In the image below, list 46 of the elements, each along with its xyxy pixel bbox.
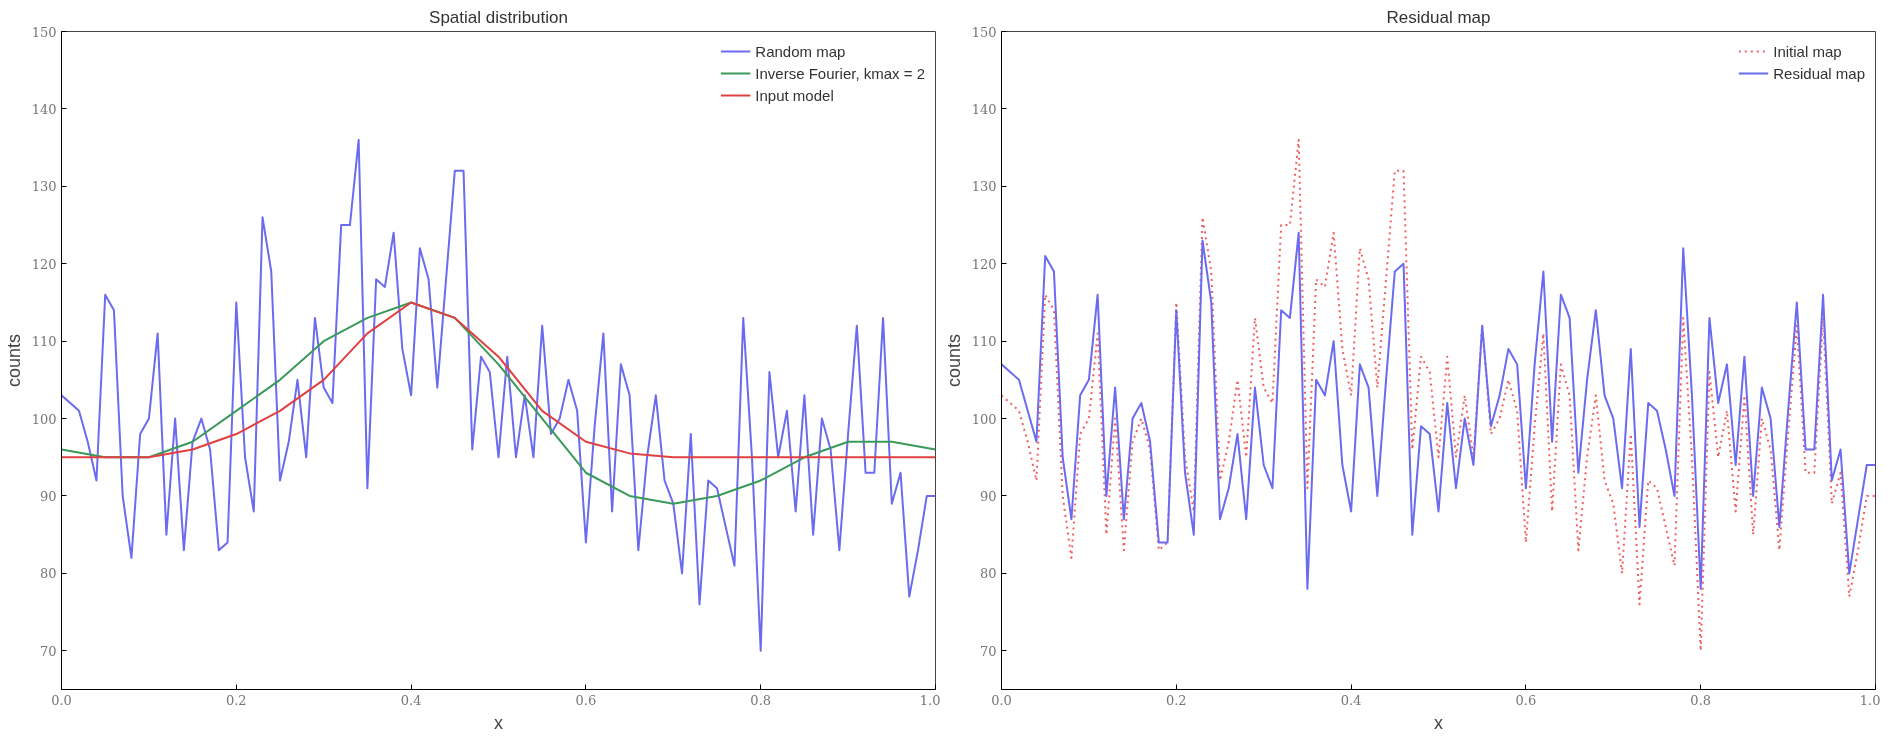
y-tick-label: 110 xyxy=(31,334,57,350)
chart-title: Residual map xyxy=(1386,7,1491,27)
x-tick-label: 0.8 xyxy=(1690,692,1712,708)
x-tick-label: 1.0 xyxy=(1859,692,1881,708)
x-tick-label: 0.2 xyxy=(1165,692,1187,708)
y-axis-title: counts xyxy=(3,333,24,388)
legend-label: Input model xyxy=(755,86,834,104)
y-tick-label: 140 xyxy=(31,101,57,117)
y-tick-label: 130 xyxy=(31,179,57,195)
y-tick-label: 130 xyxy=(971,179,997,195)
line-series xyxy=(61,301,936,505)
legend-label: Inverse Fourier, kmax = 2 xyxy=(755,64,925,82)
line-series xyxy=(1001,231,1876,590)
line-series xyxy=(61,301,936,459)
x-tick-label: 0.2 xyxy=(225,692,247,708)
y-tick-label: 150 xyxy=(971,24,997,40)
x-tick-label: 1.0 xyxy=(919,692,941,708)
y-tick-label: 100 xyxy=(971,411,997,427)
legend-label: Residual map xyxy=(1773,64,1865,82)
y-tick-label: 90 xyxy=(39,488,57,504)
y-tick-label: 120 xyxy=(971,256,997,272)
y-axis-title: counts xyxy=(943,333,964,388)
y-tick-label: 150 xyxy=(31,24,57,40)
line-series xyxy=(1001,138,1876,652)
x-axis-title: x xyxy=(1434,712,1443,733)
y-tick-label: 80 xyxy=(979,566,997,582)
x-tick-label: 0.8 xyxy=(750,692,772,708)
x-axis-title: x xyxy=(494,712,503,733)
y-tick-label: 80 xyxy=(39,566,57,582)
x-tick-label: 0.4 xyxy=(400,692,422,708)
y-tick-label: 120 xyxy=(31,256,57,272)
x-tick-label: 0.6 xyxy=(575,692,597,708)
x-tick-label: 0.6 xyxy=(1515,692,1537,708)
y-tick-label: 100 xyxy=(31,411,57,427)
x-tick-label: 0.0 xyxy=(51,692,72,708)
y-tick-label: 90 xyxy=(979,488,997,504)
y-tick-label: 110 xyxy=(971,334,997,350)
legend-label: Initial map xyxy=(1773,42,1842,60)
x-tick-label: 0.0 xyxy=(991,692,1012,708)
y-tick-label: 140 xyxy=(971,101,997,117)
chart-title: Spatial distribution xyxy=(429,7,568,27)
x-tick-label: 0.4 xyxy=(1340,692,1362,708)
y-tick-label: 70 xyxy=(979,643,997,659)
line-series xyxy=(61,138,936,652)
legend-label: Random map xyxy=(755,42,846,60)
y-tick-label: 70 xyxy=(39,643,57,659)
